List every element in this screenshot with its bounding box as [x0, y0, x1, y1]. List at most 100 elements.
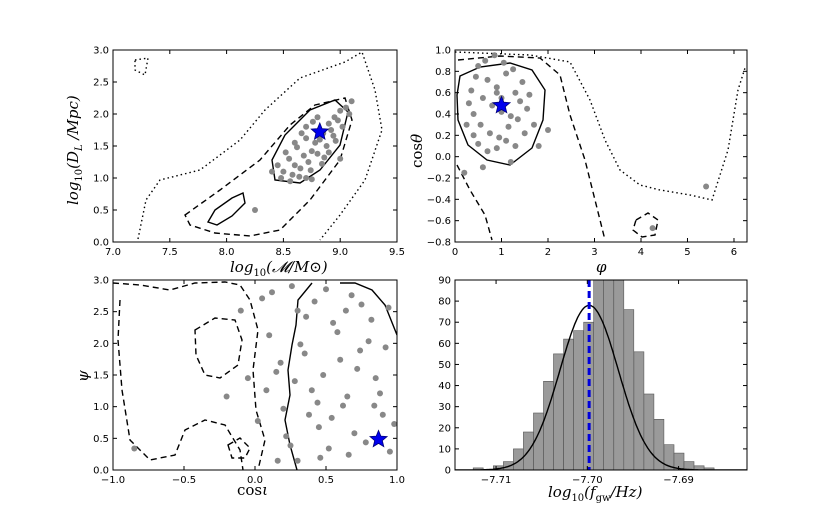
data-point: [493, 84, 500, 91]
ticks-c: −1.0 −0.5 0.0 0.5 1.0 0.0 0.5 1.0 1.5 2.0 2.5 3.0: [93, 276, 405, 487]
data-point: [294, 144, 300, 151]
data-point: [314, 399, 321, 406]
data-point: [223, 393, 230, 400]
contour-dashed-b2: [456, 164, 493, 241]
data-point: [298, 130, 305, 137]
x-tick-label: 9.5: [389, 247, 405, 258]
y-tick-label: 10: [438, 444, 451, 455]
data-point: [273, 368, 280, 375]
data-point: [274, 162, 281, 169]
data-point: [531, 121, 537, 128]
data-point: [334, 329, 341, 336]
data-point: [317, 454, 324, 461]
data-point: [348, 98, 355, 105]
true-value-star-a: [310, 121, 330, 141]
data-point: [296, 173, 303, 180]
contour-dashed-c3: [194, 317, 243, 379]
data-point: [330, 132, 337, 139]
data-point: [386, 448, 393, 455]
data-point: [323, 286, 329, 293]
data-point: [269, 168, 275, 175]
data-point: [524, 105, 531, 112]
y-tick-label: 2.0: [93, 110, 109, 121]
x-tick-label: 9.0: [332, 247, 348, 258]
star-marker: [369, 429, 389, 448]
y-tick-label: 60: [438, 339, 451, 350]
axes-frame-d: [454, 279, 748, 471]
y-tick-label: 2.5: [93, 307, 109, 318]
data-point: [519, 79, 526, 85]
x-tick-label: 8.5: [275, 247, 291, 258]
data-point: [303, 175, 310, 181]
x-axis-label-a: log10(𝓜/M⊙): [230, 258, 328, 279]
contour-dashed-c2: [117, 299, 244, 470]
y-tick-label: 0.5: [93, 206, 109, 217]
data-point: [475, 140, 482, 147]
y-axis-label-c: ψ: [74, 370, 92, 382]
data-point: [303, 135, 310, 142]
contour-solid-a2: [206, 191, 246, 226]
x-tick-label: −7.69: [663, 475, 694, 486]
y-tick-label: 3.0: [93, 46, 109, 57]
x-tick-label: −1.0: [101, 475, 125, 486]
data-point: [308, 176, 315, 183]
data-point: [507, 159, 514, 165]
data-point: [316, 136, 323, 143]
data-point: [484, 148, 491, 155]
data-point: [309, 118, 316, 125]
data-point: [266, 332, 273, 339]
data-point: [291, 162, 298, 169]
y-tick-label: 0.0: [93, 238, 109, 249]
data-point: [348, 292, 355, 299]
contours-c: [113, 281, 397, 470]
data-point: [358, 301, 365, 308]
data-point: [357, 347, 364, 354]
data-point: [346, 111, 353, 117]
data-point: [377, 390, 383, 397]
data-point: [278, 175, 285, 181]
data-point: [294, 307, 301, 314]
data-point: [337, 155, 344, 162]
histogram-bars: [472, 280, 715, 470]
data-point: [280, 168, 287, 175]
data-point: [382, 344, 389, 351]
y-tick-label: 20: [438, 423, 451, 434]
data-point: [385, 304, 392, 311]
data-point: [131, 445, 138, 452]
data-point: [330, 319, 337, 326]
contour-dotted-a: [137, 50, 383, 241]
scatter-points-c: [131, 283, 398, 464]
data-point: [334, 117, 341, 124]
data-point: [342, 307, 349, 314]
y-tick-label: 50: [438, 360, 451, 371]
panel-cosiota-psi: −1.0 −0.5 0.0 0.5 1.0 0.0 0.5 1.0 1.5 2.0 2.5 3.0 c…: [74, 276, 405, 500]
data-point: [503, 70, 510, 77]
data-point: [371, 402, 378, 409]
data-point: [507, 113, 514, 120]
data-point: [493, 89, 500, 96]
data-point: [314, 114, 321, 121]
data-point: [470, 132, 477, 139]
data-point: [288, 283, 295, 290]
contour-dashed-b3: [632, 212, 659, 238]
scatter-points-a: [252, 98, 355, 213]
panel-phi-costheta: 0 1 2 3 4 5 6 −0.8 −0.6 −0.4 −0.2 0.0 0.2 0.4 0.6 0.8 1.…: [408, 46, 748, 276]
y-tick-label: −0.6: [427, 216, 451, 227]
ticks-b: 0 1 2 3 4 5 6 −0.8 −0.6 −0.4 −0.2 0.0 0.2 0.4 0.6 0.8 1.…: [427, 46, 747, 258]
x-tick-label: 0.0: [247, 475, 263, 486]
data-point: [517, 98, 524, 105]
scatter-points-b: [461, 52, 710, 232]
histogram-bar: [633, 351, 645, 470]
data-point: [479, 95, 486, 101]
data-point: [379, 411, 386, 418]
histogram-bar: [573, 330, 584, 470]
data-point: [337, 356, 344, 363]
data-point: [321, 154, 328, 161]
y-tick-label: 0.5: [93, 434, 109, 445]
data-point: [362, 439, 369, 446]
y-tick-label: 1.5: [93, 142, 109, 153]
x-tick-label: −7.71: [481, 475, 512, 486]
contour-solid-a1: [271, 99, 349, 184]
data-point: [545, 127, 551, 133]
data-point: [461, 169, 468, 176]
